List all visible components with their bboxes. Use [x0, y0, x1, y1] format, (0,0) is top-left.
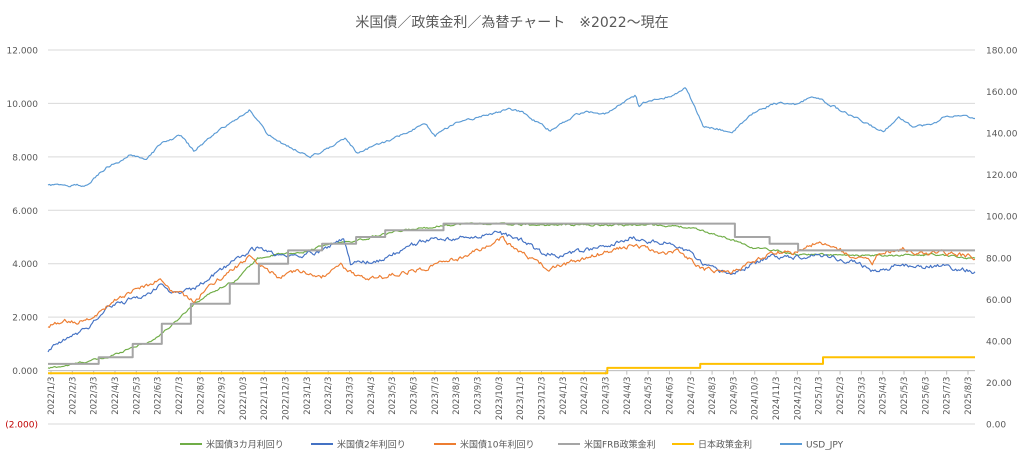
x-tick-label: 2023/3/3	[346, 377, 356, 415]
right-tick-label: 20.00	[986, 379, 1012, 389]
series-lines	[47, 87, 976, 375]
x-tick-label: 2022/5/3	[132, 377, 142, 415]
x-tick-label: 2022/3/3	[90, 377, 100, 415]
left-tick-label: 2.000	[12, 314, 38, 324]
x-tick-label: 2022/12/3	[282, 377, 292, 421]
x-tick-label: 2022/4/3	[111, 377, 121, 415]
x-tick-label: 2024/7/3	[687, 377, 697, 415]
left-axis: (2.000) 0.000 2.000 4.000 6.000 8.000 10.000 12…	[5, 47, 38, 431]
x-tick-label: 2025/5/3	[900, 377, 910, 415]
x-tick-label: 2024/12/3	[793, 377, 803, 421]
right-tick-label: 100.00	[986, 213, 1018, 223]
right-tick-label: 120.00	[986, 171, 1018, 181]
series-line	[47, 230, 976, 353]
x-tick-label: 2023/5/3	[388, 377, 398, 415]
left-tick-label: 12.000	[7, 47, 39, 57]
right-tick-label: 160.00	[986, 88, 1018, 98]
x-tick-label: 2023/8/3	[452, 377, 462, 415]
x-tick-label: 2022/7/3	[175, 377, 185, 415]
legend: 米国債3カ月利回り 米国債2年利回り 米国債10年利回り 米国FRB政策金利 日本政策金…	[180, 439, 844, 451]
x-tick-label: 2025/6/3	[921, 377, 931, 415]
right-tick-label: 180.00	[986, 47, 1018, 57]
x-tick-label: 2024/8/3	[708, 377, 718, 415]
x-tick-label: 2024/5/3	[644, 377, 654, 415]
x-tick-label: 2025/8/3	[964, 377, 974, 415]
x-tick-label: 2023/9/3	[474, 377, 484, 415]
series-line	[47, 235, 976, 328]
series-line	[48, 356, 975, 375]
right-axis: 0.00 20.00 40.00 60.00 80.00 100.00 120.00 140.…	[986, 47, 1018, 431]
x-tick-label: 2022/1/3	[47, 377, 57, 415]
x-tick-label: 2023/4/3	[367, 377, 377, 415]
legend-label: 米国債3カ月利回り	[206, 439, 284, 451]
right-tick-label: 40.00	[986, 337, 1012, 347]
right-tick-label: 80.00	[986, 254, 1012, 264]
left-tick-label: 6.000	[12, 207, 38, 217]
x-tick-label: 2025/3/3	[857, 377, 867, 415]
series-line	[47, 87, 975, 188]
legend-label: 米国債10年利回り	[460, 439, 534, 451]
x-tick-label: 2023/2/3	[324, 377, 334, 415]
x-tick-label: 2025/1/3	[815, 377, 825, 415]
legend-label: 米国FRB政策金利	[584, 439, 656, 451]
legend-label: 米国債2年利回り	[337, 439, 406, 451]
right-tick-label: 140.00	[986, 130, 1018, 140]
legend-label: USD_JPY	[806, 441, 844, 451]
x-tick-label: 2023/12/3	[537, 377, 547, 421]
x-tick-label: 2022/8/3	[196, 377, 206, 415]
legend-label: 日本政策金利	[698, 439, 752, 451]
x-tick-label: 2022/6/3	[154, 377, 164, 415]
left-tick-label: 8.000	[12, 153, 38, 163]
left-tick-label: 10.000	[7, 100, 39, 110]
x-tick-label: 2022/2/3	[68, 377, 78, 415]
x-tick-label: 2024/4/3	[623, 377, 633, 415]
right-tick-label: 60.00	[986, 296, 1012, 306]
x-tick-label: 2025/7/3	[943, 377, 953, 415]
x-tick-label: 2023/11/3	[516, 377, 526, 421]
x-tick-label: 2023/1/3	[303, 377, 313, 415]
left-tick-label: 0.000	[12, 367, 38, 377]
series-line	[48, 222, 975, 365]
x-tick-label: 2025/2/3	[836, 377, 846, 415]
x-tick-label: 2024/2/3	[580, 377, 590, 415]
x-tick-label: 2024/3/3	[601, 377, 611, 415]
series-line	[47, 222, 976, 369]
left-tick-label: (2.000)	[5, 421, 38, 431]
x-tick-label: 2024/6/3	[665, 377, 675, 415]
x-axis: 2022/1/3 2022/2/3 2022/3/3 2022/4/3 2022/5/3…	[47, 370, 975, 421]
x-tick-label: 2023/6/3	[410, 377, 420, 415]
x-tick-label: 2022/11/3	[260, 377, 270, 421]
x-tick-label: 2023/10/3	[495, 377, 505, 421]
right-tick-label: 0.00	[986, 421, 1006, 431]
x-tick-label: 2025/4/3	[879, 377, 889, 415]
left-tick-label: 4.000	[12, 260, 38, 270]
x-tick-label: 2022/9/3	[218, 377, 228, 415]
x-tick-label: 2024/10/3	[751, 377, 761, 421]
x-tick-label: 2024/9/3	[729, 377, 739, 415]
x-tick-label: 2023/7/3	[431, 377, 441, 415]
x-tick-label: 2024/11/3	[772, 377, 782, 421]
x-tick-label: 2024/1/3	[559, 377, 569, 415]
chart-title: 米国債／政策金利／為替チャート ※2022～現在	[355, 14, 668, 31]
x-tick-label: 2022/10/3	[239, 377, 249, 421]
